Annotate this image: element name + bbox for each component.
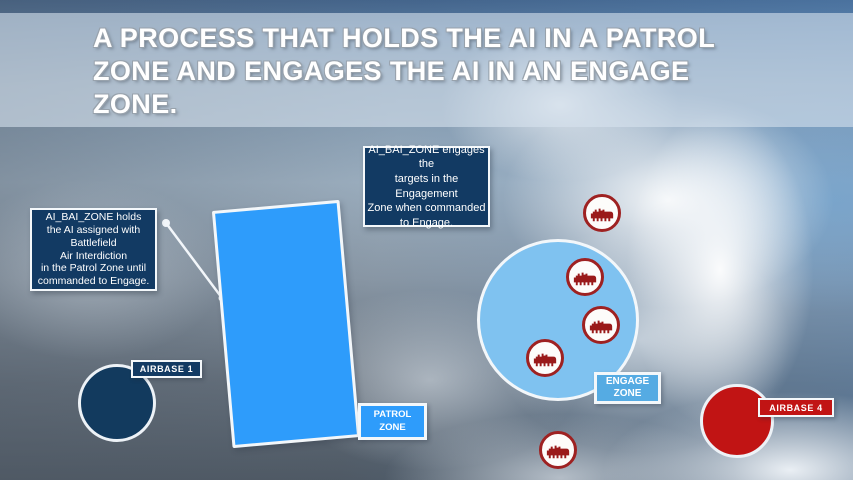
airbase-4-shape bbox=[700, 384, 774, 458]
patrol-hold-callout: AI_BAI_ZONE holds the AI assigned with B… bbox=[30, 208, 157, 291]
engage-command-callout: AI_BAI_ZONE engages the targets in the E… bbox=[363, 144, 490, 229]
tank-icon bbox=[546, 445, 569, 458]
target-marker bbox=[566, 258, 604, 296]
title-band bbox=[0, 13, 853, 127]
tank-icon bbox=[573, 272, 596, 285]
airbase-1-label: AIRBASE 1 bbox=[131, 360, 202, 378]
engage-zone-label: ENGAGE ZONE bbox=[594, 372, 661, 404]
patrol-zone-shape bbox=[211, 199, 361, 449]
target-marker bbox=[539, 431, 577, 469]
slide-title: A PROCESS THAT HOLDS THE AI IN A PATROL … bbox=[93, 23, 716, 120]
tank-icon bbox=[589, 320, 612, 333]
airbase-4-label: AIRBASE 4 bbox=[758, 398, 834, 417]
tank-icon bbox=[590, 208, 613, 221]
target-marker bbox=[526, 339, 564, 377]
patrol-zone-label: PATROL ZONE bbox=[358, 403, 427, 440]
target-marker bbox=[582, 306, 620, 344]
tank-icon bbox=[533, 353, 556, 366]
target-marker bbox=[583, 194, 621, 232]
